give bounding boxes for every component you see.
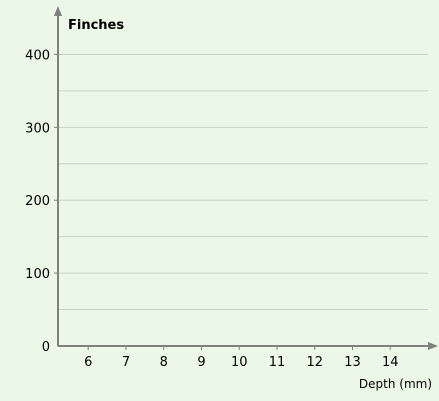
x-axis-ticks: 6 7 8 9 10 11 12 13 14 <box>84 346 399 370</box>
x-tick-label: 14 <box>382 355 399 370</box>
x-tick-label: 13 <box>344 355 361 370</box>
y-tick-label: 300 <box>25 121 50 136</box>
y-tick-label: 200 <box>25 194 50 209</box>
grid-lines <box>58 53 428 311</box>
y-tick-label: 0 <box>42 340 50 355</box>
x-tick-label: 10 <box>231 355 248 370</box>
x-axis-title: Depth (mm) <box>359 377 432 391</box>
y-tick-label: 400 <box>25 48 50 63</box>
x-tick-label: 11 <box>269 355 286 370</box>
y-axis-arrow <box>54 6 62 16</box>
y-tick-label: 100 <box>25 267 50 282</box>
y-axis-ticks: 0 100 200 300 400 <box>25 48 58 355</box>
x-tick-label: 6 <box>84 355 92 370</box>
x-axis-arrow <box>428 342 438 350</box>
x-tick-label: 12 <box>306 355 323 370</box>
x-tick-label: 7 <box>122 355 130 370</box>
x-tick-label: 8 <box>160 355 168 370</box>
axes <box>54 6 438 350</box>
y-axis-title: Finches <box>68 18 124 33</box>
x-tick-label: 9 <box>197 355 205 370</box>
